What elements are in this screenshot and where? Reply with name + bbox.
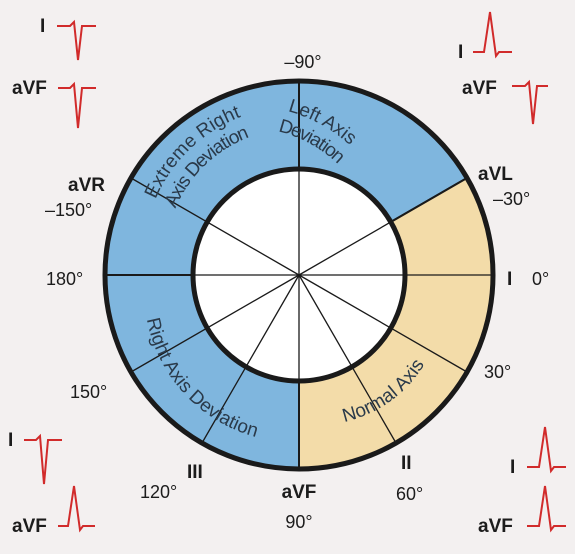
degree-180: 180° <box>46 269 83 289</box>
lead-i: I <box>507 269 512 290</box>
lead-axis-lines <box>105 81 493 469</box>
ecg-trace-positive <box>527 426 566 474</box>
axis-line-avr <box>130 177 300 276</box>
ecg-trace-negative <box>58 81 96 129</box>
degree-120: 120° <box>140 482 177 502</box>
ecg-example-top-left: I aVF <box>12 16 96 129</box>
axis-line-150 <box>130 274 300 373</box>
axis-line-iii <box>201 274 300 444</box>
ecg-trace-positive <box>527 485 566 533</box>
ecg-lead-label: aVF <box>12 78 47 99</box>
ecg-lead-label: aVF <box>12 516 47 537</box>
axis-line-30 <box>298 274 468 373</box>
degree-neg150: –150° <box>45 200 92 220</box>
ecg-trace-positive <box>58 485 95 533</box>
ecg-trace-negative <box>512 79 548 125</box>
lead-avr: aVR <box>68 175 105 196</box>
ecg-trace-negative <box>57 19 96 61</box>
degree-60: 60° <box>396 484 423 504</box>
degree-150: 150° <box>70 382 107 402</box>
lead-avl: aVL <box>478 164 513 185</box>
ecg-example-top-right: I aVF <box>458 11 548 125</box>
degree-neg30: –30° <box>493 189 530 209</box>
degree-0: 0° <box>532 269 549 289</box>
ecg-trace-negative <box>24 433 62 485</box>
ecg-lead-label: I <box>40 16 45 37</box>
ecg-lead-label: I <box>8 430 13 451</box>
degree-90: 90° <box>285 512 312 532</box>
ecg-lead-label: I <box>458 42 463 63</box>
axis-line-avl <box>298 177 468 276</box>
ecg-example-bottom-left: I aVF <box>8 430 95 537</box>
lead-iii: III <box>187 462 203 483</box>
ecg-lead-label: aVF <box>462 78 497 99</box>
lead-avf: aVF <box>282 482 317 503</box>
ecg-lead-label: aVF <box>478 516 513 537</box>
axis-line-ii <box>298 274 397 444</box>
ecg-trace-positive <box>473 11 512 59</box>
ecg-lead-label: I <box>510 457 515 478</box>
ecg-example-bottom-right: I aVF <box>478 426 566 537</box>
degree-30: 30° <box>484 362 511 382</box>
lead-ii: II <box>401 453 412 474</box>
degree-neg90: –90° <box>284 52 321 72</box>
